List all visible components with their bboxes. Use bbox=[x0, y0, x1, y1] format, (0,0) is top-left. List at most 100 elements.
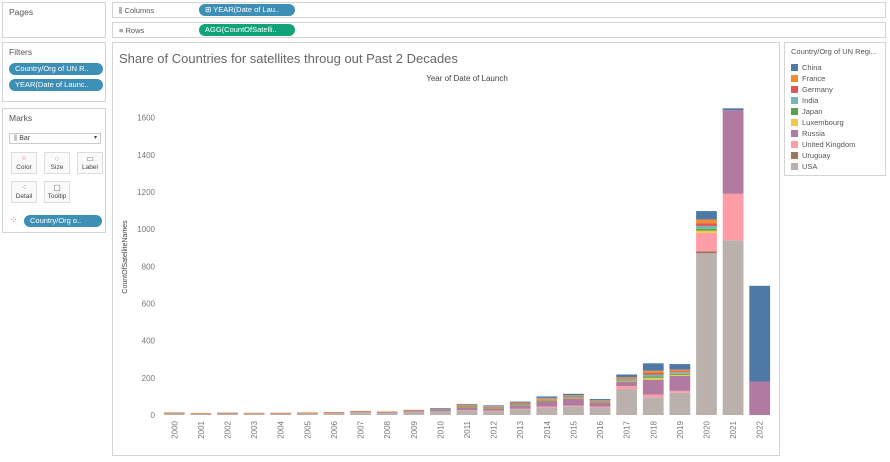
legend-item[interactable]: Russia bbox=[791, 129, 825, 140]
bar-segment-usa bbox=[376, 412, 398, 415]
legend-swatch bbox=[791, 86, 798, 93]
bar-segment-india bbox=[616, 379, 638, 381]
x-tick-label: 2009 bbox=[410, 420, 419, 438]
mark-type-label: Bar bbox=[19, 135, 31, 142]
bar-segment-united-kingdom bbox=[722, 193, 744, 241]
color-pill-country[interactable]: Country/Org o.. bbox=[24, 215, 102, 227]
bar-segment-germany bbox=[509, 403, 531, 405]
bar-segment-russia bbox=[722, 110, 744, 194]
filter-pill-country[interactable]: Country/Org of UN R.. bbox=[9, 63, 103, 75]
bar-segment-japan bbox=[456, 407, 478, 408]
legend-item[interactable]: Uruguay bbox=[791, 151, 830, 162]
rows-pill[interactable]: AGG(CountOfSatelli.. bbox=[199, 24, 295, 36]
legend-item[interactable]: Japan bbox=[791, 107, 822, 118]
columns-label-text: Columns bbox=[124, 6, 155, 15]
x-tick-label: 2003 bbox=[250, 420, 259, 438]
bar-segment-india bbox=[456, 406, 478, 408]
pages-panel: Pages bbox=[2, 2, 106, 38]
legend-swatch bbox=[791, 64, 798, 71]
bar-segment-france bbox=[642, 370, 664, 373]
bar-segment-germany bbox=[563, 396, 584, 397]
bar-segment-luxembourg bbox=[456, 407, 478, 408]
bar-segment-japan bbox=[536, 399, 558, 401]
columns-pill[interactable]: ⊞ YEAR(Date of Lau.. bbox=[199, 4, 295, 16]
bar-segment-france bbox=[456, 405, 478, 407]
bar-segment-usa bbox=[350, 412, 371, 415]
legend-item[interactable]: USA bbox=[791, 162, 817, 173]
bar-segment-japan bbox=[509, 404, 531, 406]
x-tick-label: 2013 bbox=[516, 420, 525, 438]
bar-segment-russia bbox=[403, 410, 425, 412]
bar-segment-china bbox=[456, 404, 478, 406]
x-tick-label: 2020 bbox=[702, 420, 711, 438]
detail-button[interactable]: ⁖ Detail bbox=[11, 181, 37, 203]
bar-segment-germany bbox=[456, 406, 478, 407]
color-button[interactable]: ⁘ Color bbox=[11, 152, 37, 174]
legend-label: China bbox=[802, 63, 822, 72]
columns-shelf-label: ⫼ Columns bbox=[119, 6, 154, 16]
bar-segment-france bbox=[403, 409, 425, 411]
chart-title: Share of Countries for satellites throug… bbox=[119, 51, 458, 66]
x-tick-label: 2017 bbox=[623, 420, 632, 438]
color-icon: ⁘ bbox=[20, 154, 28, 163]
label-icon: ▭ bbox=[86, 154, 94, 163]
y-tick-label: 1400 bbox=[137, 151, 155, 160]
legend-item[interactable]: Germany bbox=[791, 85, 833, 96]
bar-segment-usa bbox=[163, 413, 185, 415]
rows-icon: ≡ bbox=[119, 26, 124, 35]
filter-pill-year[interactable]: YEAR(Date of Launc.. bbox=[9, 79, 103, 91]
bar-chart: Share of Countries for satellites throug… bbox=[119, 51, 771, 439]
mark-type-dropdown[interactable]: ⫼ Bar ▾ bbox=[9, 133, 101, 144]
x-tick-label: 2015 bbox=[569, 420, 578, 438]
size-icon: ◌ bbox=[54, 154, 60, 163]
legend-label: Japan bbox=[802, 107, 823, 116]
legend-item[interactable]: Luxembourg bbox=[791, 118, 844, 129]
bar-segment-china bbox=[589, 399, 611, 401]
y-tick-label: 600 bbox=[142, 299, 156, 308]
bar-segment-united-kingdom bbox=[509, 408, 531, 410]
size-button[interactable]: ◌ Size bbox=[44, 152, 70, 174]
chevron-down-icon: ▾ bbox=[93, 135, 97, 141]
bar-segment-india bbox=[536, 399, 558, 400]
bar-segment-russia bbox=[430, 409, 451, 412]
bar-segment-france bbox=[430, 408, 451, 410]
bar-segment-russia bbox=[563, 398, 584, 406]
filters-title: Filters bbox=[9, 47, 33, 57]
bar-segment-france bbox=[616, 377, 638, 379]
legend-swatch bbox=[791, 75, 798, 82]
legend-item[interactable]: India bbox=[791, 96, 818, 107]
x-tick-label: 2004 bbox=[277, 420, 286, 438]
legend-item[interactable]: China bbox=[791, 63, 822, 74]
detail-button-label: Detail bbox=[15, 193, 33, 200]
legend-label: Germany bbox=[802, 85, 833, 94]
bar-segment-france bbox=[217, 412, 238, 414]
bar-segment-luxembourg bbox=[483, 408, 504, 409]
bar-segment-china bbox=[749, 285, 771, 382]
bar-segment-luxembourg bbox=[642, 377, 664, 380]
bar-segment-russia bbox=[509, 405, 531, 409]
bar-segment-russia bbox=[536, 400, 558, 407]
tooltip-button[interactable]: ▢ Tooltip bbox=[44, 181, 70, 203]
label-button[interactable]: ▭ Label bbox=[77, 152, 103, 174]
x-tick-label: 2018 bbox=[649, 420, 658, 438]
bar-segment-usa bbox=[217, 413, 238, 415]
legend-swatch bbox=[791, 119, 798, 126]
bar-segment-luxembourg bbox=[509, 404, 531, 406]
columns-pill-text: YEAR(Date of Lau.. bbox=[213, 5, 280, 14]
bar-segment-japan bbox=[589, 401, 611, 403]
bar-segment-japan bbox=[696, 228, 717, 231]
bar-segment-russia bbox=[456, 407, 478, 410]
legend-item[interactable]: United Kingdom bbox=[791, 140, 855, 151]
rows-shelf-label: ≡ Rows bbox=[119, 26, 144, 35]
bar-segment-luxembourg bbox=[563, 397, 584, 399]
legend-panel: Country/Org of UN Regi... China France Ger… bbox=[784, 42, 886, 176]
bar-segment-united-kingdom bbox=[536, 406, 558, 408]
x-tick-label: 2005 bbox=[303, 420, 312, 438]
bar-segment-usa bbox=[403, 411, 425, 415]
bar-segment-france bbox=[190, 413, 212, 414]
bar-segment-russia bbox=[323, 412, 345, 414]
bar-segment-luxembourg bbox=[589, 402, 611, 403]
color-button-label: Color bbox=[16, 164, 32, 171]
legend-item[interactable]: France bbox=[791, 74, 825, 85]
bar-segment-france bbox=[323, 412, 345, 413]
